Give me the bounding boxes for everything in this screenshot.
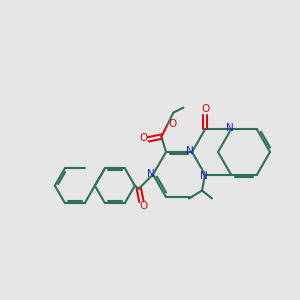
Text: N: N [147,169,155,178]
Text: O: O [140,133,148,143]
Text: N: N [186,146,194,156]
Text: O: O [139,201,148,212]
Text: O: O [201,104,209,115]
Text: N: N [200,170,208,181]
Text: O: O [168,119,176,129]
Text: N: N [226,124,234,134]
